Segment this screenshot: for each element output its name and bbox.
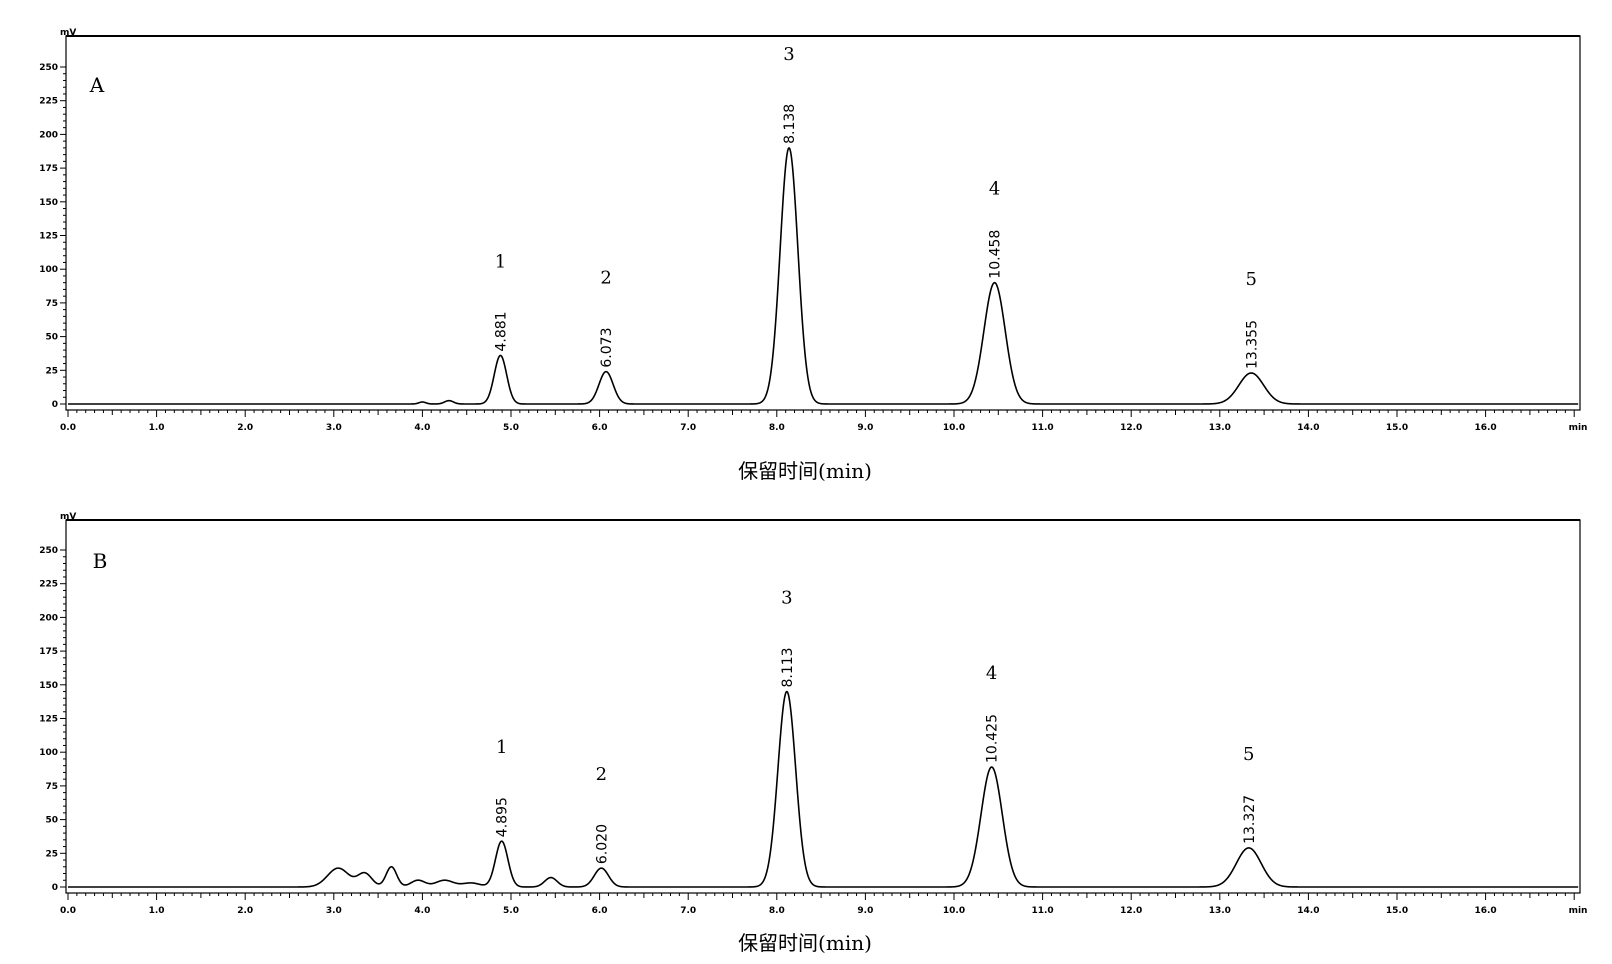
y-tick-label: 175 (39, 164, 58, 174)
peak-number-label: 2 (596, 764, 607, 785)
peak-number-label: 5 (1243, 744, 1254, 765)
y-tick-label: 150 (39, 198, 58, 208)
x-axis-title: 保留时间(min) (738, 459, 872, 483)
peak-retention-time-label: 10.425 (985, 714, 1001, 763)
x-tick-label: 8.0 (769, 423, 785, 433)
y-tick-label: 25 (45, 366, 58, 376)
x-axis-unit: min (1569, 423, 1588, 433)
x-tick-label: 9.0 (857, 423, 873, 433)
x-tick-label: 1.0 (149, 423, 165, 433)
peak-number-label: 4 (986, 663, 997, 684)
peak-retention-time-label: 6.020 (594, 824, 610, 864)
x-tick-label: 3.0 (326, 423, 342, 433)
x-tick-label: 4.0 (414, 906, 430, 916)
peak-number-label: 5 (1246, 269, 1257, 290)
y-tick-label: 225 (39, 97, 58, 107)
x-tick-label: 6.0 (592, 906, 608, 916)
peak-retention-time-label: 13.355 (1244, 320, 1260, 369)
y-tick-label: 125 (39, 715, 58, 725)
x-tick-label: 6.0 (592, 423, 608, 433)
x-tick-label: 12.0 (1120, 423, 1142, 433)
y-tick-label: 200 (39, 130, 58, 140)
peak-number-label: 4 (989, 179, 1000, 200)
y-tick-label: 125 (39, 232, 58, 242)
x-axis-unit: min (1569, 906, 1588, 916)
x-tick-label: 8.0 (769, 906, 785, 916)
panel-letter: A (89, 73, 105, 97)
x-tick-label: 0.0 (60, 423, 76, 433)
y-tick-label: 150 (39, 681, 58, 691)
x-tick-label: 7.0 (680, 423, 696, 433)
plot-frame (65, 519, 1581, 894)
peak-retention-time-label: 8.113 (780, 647, 796, 687)
y-tick-label: 100 (39, 265, 58, 275)
x-tick-label: 1.0 (149, 906, 165, 916)
x-axis-title: 保留时间(min) (738, 931, 872, 955)
y-tick-label: 175 (39, 647, 58, 657)
x-tick-label: 3.0 (326, 906, 342, 916)
x-tick-label: 10.0 (943, 423, 965, 433)
y-tick-label: 50 (45, 816, 58, 826)
x-tick-label: 14.0 (1297, 906, 1319, 916)
x-tick-label: 13.0 (1209, 906, 1231, 916)
peak-number-label: 3 (781, 588, 792, 609)
x-tick-label: 9.0 (857, 906, 873, 916)
x-tick-label: 7.0 (680, 906, 696, 916)
y-tick-label: 75 (45, 299, 58, 309)
x-tick-label: 2.0 (237, 906, 253, 916)
peak-retention-time-label: 13.327 (1242, 795, 1258, 844)
x-tick-label: 13.0 (1209, 423, 1231, 433)
peak-retention-time-label: 4.881 (494, 311, 510, 351)
x-tick-label: 11.0 (1031, 423, 1053, 433)
x-tick-label: 2.0 (237, 423, 253, 433)
x-tick-label: 4.0 (414, 423, 430, 433)
peak-retention-time-label: 6.073 (599, 328, 615, 368)
y-tick-label: 0 (52, 883, 58, 893)
x-tick-label: 15.0 (1386, 423, 1408, 433)
x-tick-label: 12.0 (1120, 906, 1142, 916)
y-tick-label: 0 (52, 400, 58, 410)
x-tick-label: 10.0 (943, 906, 965, 916)
y-tick-label: 100 (39, 748, 58, 758)
y-tick-label: 250 (39, 546, 58, 556)
y-tick-label: 200 (39, 613, 58, 623)
x-tick-label: 16.0 (1474, 906, 1496, 916)
y-tick-label: 225 (39, 580, 58, 590)
peak-number-label: 1 (496, 737, 507, 758)
signal-trace (67, 147, 1579, 405)
x-tick-label: 15.0 (1386, 906, 1408, 916)
x-tick-label: 0.0 (60, 906, 76, 916)
plot-frame (65, 35, 1581, 411)
peak-number-label: 2 (600, 268, 611, 289)
y-tick-label: 250 (39, 63, 58, 73)
peak-number-label: 3 (783, 44, 794, 65)
peak-retention-time-label: 4.895 (495, 797, 511, 837)
x-tick-label: 5.0 (503, 423, 519, 433)
x-tick-label: 14.0 (1297, 423, 1319, 433)
peak-retention-time-label: 10.458 (988, 230, 1004, 279)
y-tick-label: 75 (45, 782, 58, 792)
y-axis-unit: mV (60, 28, 76, 38)
signal-trace (67, 690, 1579, 888)
x-tick-label: 11.0 (1031, 906, 1053, 916)
x-tick-label: 16.0 (1474, 423, 1496, 433)
y-tick-label: 25 (45, 849, 58, 859)
peak-number-label: 1 (495, 251, 506, 272)
y-axis-unit: mV (60, 512, 76, 522)
peak-retention-time-label: 8.138 (782, 104, 798, 144)
panel-letter: B (93, 549, 108, 573)
x-tick-label: 5.0 (503, 906, 519, 916)
y-tick-label: 50 (45, 333, 58, 343)
